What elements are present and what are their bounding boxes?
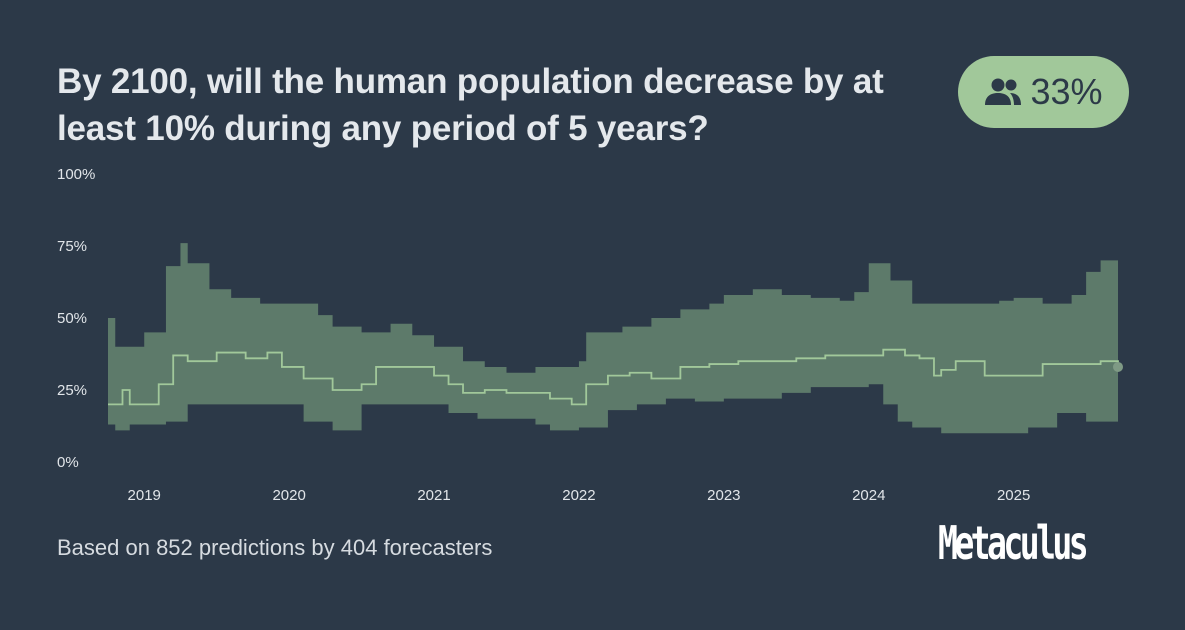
- latest-point: [1113, 361, 1123, 372]
- community-prediction-badge: 33%: [958, 56, 1129, 128]
- x-tick-label: 2025: [997, 487, 1030, 500]
- x-tick-label: 2024: [852, 487, 885, 500]
- y-tick-label: 50%: [57, 310, 87, 327]
- users-icon: [985, 78, 1022, 105]
- confidence-band: [108, 243, 1118, 434]
- prediction-count-text: Based on 852 predictions by 404 forecast…: [57, 535, 493, 560]
- x-tick-label: 2022: [562, 487, 595, 500]
- badge-value: 33%: [1030, 71, 1103, 112]
- prediction-history-chart: 0% 25% 50% 75% 100% 2019 2020 2021 2022 2023 2024…: [57, 166, 1123, 500]
- x-tick-label: 2019: [128, 487, 161, 500]
- x-tick-label: 2023: [707, 487, 740, 500]
- y-tick-label: 100%: [57, 166, 95, 183]
- x-tick-label: 2020: [272, 487, 305, 500]
- y-tick-label: 25%: [57, 382, 87, 399]
- y-tick-label: 0%: [57, 454, 79, 471]
- median-line: [108, 348, 1119, 406]
- x-tick-label: 2021: [417, 487, 450, 500]
- y-tick-label: 75%: [57, 238, 87, 255]
- question-title: By 2100, will the human population decre…: [57, 62, 884, 148]
- x-axis: 2019 2020 2021 2022 2023 2024 2025: [128, 487, 1031, 500]
- y-axis: 0% 25% 50% 75% 100%: [57, 166, 95, 471]
- metaculus-logo: Metaculus: [938, 516, 1089, 570]
